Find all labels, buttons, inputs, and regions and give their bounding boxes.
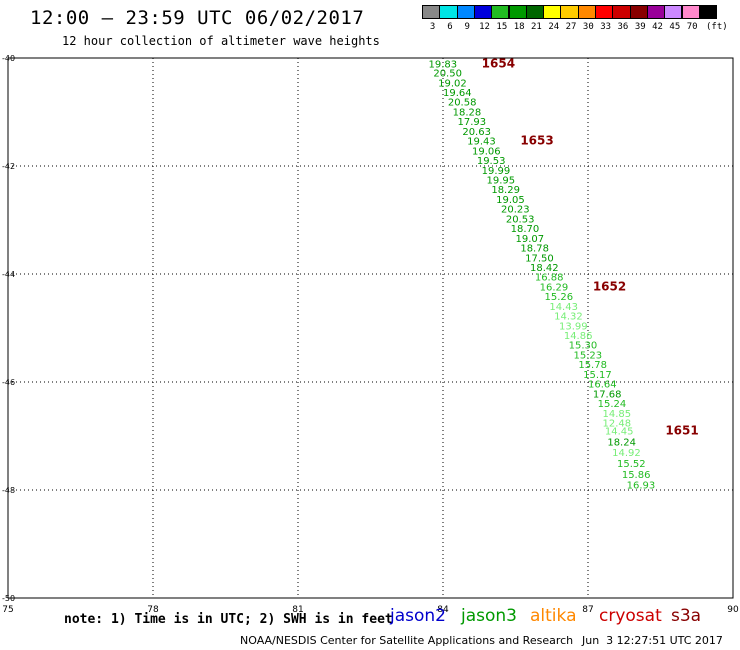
wave-height-value: 15.24 bbox=[598, 399, 627, 410]
legend-label: 30 bbox=[582, 22, 594, 32]
wave-height-value: 19.95 bbox=[487, 176, 516, 187]
wave-height-value: 20.53 bbox=[506, 214, 535, 225]
wave-height-value: 19.99 bbox=[482, 166, 511, 177]
wave-height-value: 19.43 bbox=[467, 137, 496, 148]
wave-height-value: 14.85 bbox=[603, 409, 632, 420]
wave-height-value: 12.48 bbox=[603, 419, 632, 430]
wave-height-value: 17.93 bbox=[458, 117, 487, 128]
legend-label: 18 bbox=[513, 22, 525, 32]
wave-height-value: 14.92 bbox=[612, 448, 641, 459]
wave-height-value: 20.23 bbox=[501, 205, 530, 216]
longitude-label: 84 bbox=[437, 605, 449, 615]
time-label: 1651 bbox=[665, 424, 698, 438]
legend-label: 70 bbox=[686, 22, 698, 32]
wave-height-value: 18.78 bbox=[520, 244, 549, 255]
footer-credit: NOAA/NESDIS Center for Satellite Applica… bbox=[240, 634, 574, 647]
wave-height-value: 15.86 bbox=[622, 470, 651, 481]
wave-height-value: 19.05 bbox=[496, 195, 525, 206]
time-label: 1652 bbox=[593, 279, 626, 293]
page-subtitle: 12 hour collection of altimeter wave hei… bbox=[62, 34, 380, 48]
latitude-label: -42 bbox=[2, 162, 15, 171]
legend-label: 39 bbox=[634, 22, 646, 32]
time-label: 1653 bbox=[520, 134, 553, 148]
satellite-label-jason3: jason3 bbox=[461, 606, 517, 626]
latitude-label: -48 bbox=[2, 486, 15, 495]
latitude-label: -46 bbox=[2, 378, 15, 387]
wave-height-value: 14.45 bbox=[605, 427, 634, 438]
latitude-label: -40 bbox=[2, 54, 15, 63]
latitude-label: -44 bbox=[2, 270, 15, 279]
wave-height-value: 15.23 bbox=[574, 350, 603, 361]
note-text: note: 1) Time is in UTC; 2) SWH is in fe… bbox=[64, 612, 393, 627]
legend-label: 9 bbox=[464, 22, 470, 32]
longitude-label: 87 bbox=[582, 605, 593, 615]
map-frame bbox=[7, 57, 734, 599]
wave-height-value: 19.06 bbox=[472, 146, 501, 157]
longitude-label: 81 bbox=[292, 605, 303, 615]
wave-height-value: 14.86 bbox=[564, 331, 593, 342]
legend-swatch bbox=[698, 5, 718, 19]
wave-height-value: 19.53 bbox=[477, 156, 506, 167]
wave-height-value: 20.63 bbox=[462, 127, 491, 138]
legend-label: 15 bbox=[496, 22, 508, 32]
legend-label: 3 bbox=[429, 22, 436, 32]
longitude-label: 78 bbox=[147, 605, 159, 615]
wave-height-value: 18.29 bbox=[491, 185, 520, 196]
wave-height-value: 16.64 bbox=[588, 380, 617, 391]
legend-unit: (ft) bbox=[706, 22, 728, 32]
wave-height-value: 17.50 bbox=[525, 253, 554, 264]
legend-label: 36 bbox=[617, 22, 629, 32]
wave-height-value: 18.28 bbox=[453, 107, 482, 118]
wave-height-value: 14.32 bbox=[554, 312, 583, 323]
longitude-label: 90 bbox=[727, 605, 739, 615]
footer-timestamp: Jun 3 12:27:51 UTC 2017 bbox=[582, 634, 723, 647]
wave-height-value: 18.70 bbox=[511, 224, 540, 235]
wave-height-value: 19.02 bbox=[438, 78, 467, 89]
wave-height-value: 15.52 bbox=[617, 459, 646, 470]
legend-label: 45 bbox=[669, 22, 681, 32]
wave-height-value: 16.29 bbox=[540, 282, 569, 293]
satellite-label-altika: altika bbox=[530, 606, 577, 626]
wave-height-value: 16.88 bbox=[535, 273, 564, 284]
legend-label: 6 bbox=[447, 22, 453, 32]
longitude-label: 75 bbox=[2, 605, 13, 615]
wave-height-value: 14.43 bbox=[549, 302, 578, 313]
wave-height-value: 13.99 bbox=[559, 321, 588, 332]
wave-height-value: 16.93 bbox=[627, 481, 656, 492]
latitude-label: -50 bbox=[2, 594, 15, 603]
legend-label: 33 bbox=[600, 22, 612, 32]
wave-height-value: 18.42 bbox=[530, 263, 559, 274]
wave-height-value: 18.24 bbox=[607, 437, 636, 448]
wave-height-value: 19.64 bbox=[443, 88, 472, 99]
wave-height-value: 19.07 bbox=[516, 234, 545, 245]
legend-label: 12 bbox=[479, 22, 490, 32]
wave-height-value: 17.68 bbox=[593, 389, 622, 400]
satellite-label-cryosat: cryosat bbox=[599, 606, 662, 626]
satellite-label-jason2: jason2 bbox=[390, 606, 446, 626]
legend-label: 27 bbox=[565, 22, 577, 32]
satellite-label-s3a: s3a bbox=[671, 606, 702, 626]
legend-label: 42 bbox=[652, 22, 663, 32]
page-title: 12:00 – 23:59 UTC 06/02/2017 bbox=[30, 7, 365, 29]
wave-height-value: 15.78 bbox=[578, 360, 607, 371]
wave-height-value: 20.58 bbox=[448, 98, 477, 109]
legend-label: 21 bbox=[531, 22, 542, 32]
wave-height-value: 15.26 bbox=[545, 292, 574, 303]
time-label: 1654 bbox=[482, 56, 515, 70]
wave-height-value: 19.83 bbox=[429, 59, 458, 70]
wave-height-value: 20.50 bbox=[433, 69, 462, 80]
legend-label: 24 bbox=[548, 22, 560, 32]
wave-height-value: 15.17 bbox=[583, 370, 612, 381]
wave-height-value: 15.30 bbox=[569, 341, 598, 352]
